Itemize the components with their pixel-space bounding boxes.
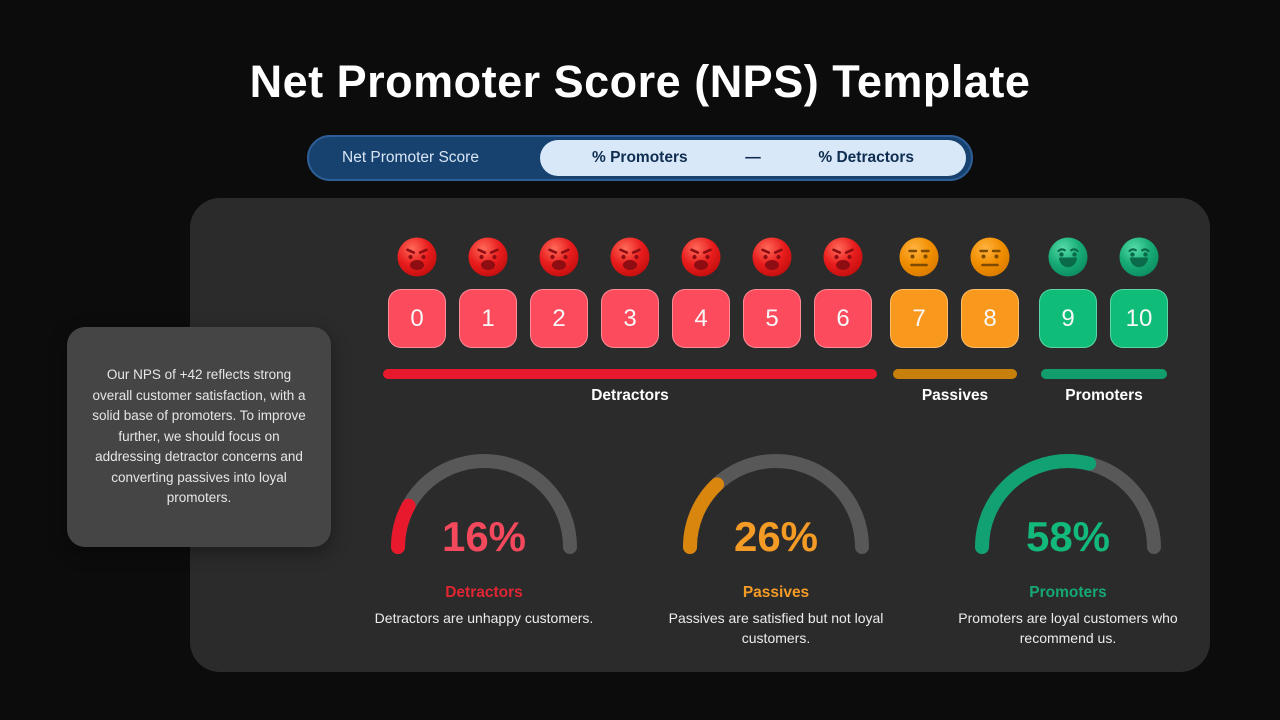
passives-gauge: 26% Passives Passives are satisfied but … — [669, 452, 883, 662]
gauge-value: 26% — [733, 513, 819, 560]
neutral-face-icon — [970, 237, 1010, 277]
angry-face-icon — [823, 237, 863, 277]
gauge-label: Detractors — [445, 584, 523, 601]
neutral-face-icon — [899, 237, 939, 277]
gauge-arc — [391, 454, 577, 554]
gauge-label: Promoters — [1029, 584, 1107, 601]
gauge-description: Promoters are loyal customers who recomm… — [958, 610, 1178, 646]
gauge-value: 16% — [441, 513, 527, 560]
score-box-5[interactable]: 5 — [743, 289, 801, 348]
gauge-arc — [683, 454, 869, 554]
nps-insight-text: Our NPS of +42 reflects strong overall c… — [92, 367, 306, 506]
gauge-value: 58% — [1025, 513, 1111, 560]
gauge-description: Passives are satisfied but not loyal cus… — [668, 610, 884, 646]
formula-detractors: % Detractors — [818, 149, 914, 166]
score-box-4[interactable]: 4 — [672, 289, 730, 348]
promoters-range-label: Promoters — [1065, 387, 1143, 404]
minus-sign: — — [745, 149, 761, 166]
nps-panel — [190, 198, 1210, 672]
score-box-2[interactable]: 2 — [530, 289, 588, 348]
angry-face-icon — [539, 237, 579, 277]
promoters-range-bar — [1041, 369, 1167, 379]
angry-face-icon — [681, 237, 721, 277]
promoters-gauge: 58% Promoters Promoters are loyal custom… — [958, 452, 1178, 662]
formula-pill: % Promoters — % Detractors — [540, 140, 966, 176]
detractors-range-bar — [383, 369, 877, 379]
formula-label: Net Promoter Score — [342, 149, 479, 166]
gauge-description: Detractors are unhappy customers. — [374, 610, 594, 626]
happy-face-icon — [1119, 237, 1159, 277]
gauge-label: Passives — [742, 584, 810, 601]
angry-face-icon — [397, 237, 437, 277]
score-box-1[interactable]: 1 — [459, 289, 517, 348]
formula-promoters: % Promoters — [592, 149, 688, 166]
score-box-8[interactable]: 8 — [961, 289, 1019, 348]
passives-range-bar — [893, 369, 1017, 379]
nps-formula-bar: Net Promoter Score % Promoters — % Detra… — [307, 135, 973, 181]
score-box-10[interactable]: 10 — [1110, 289, 1168, 348]
angry-face-icon — [468, 237, 508, 277]
angry-face-icon — [752, 237, 792, 277]
score-box-0[interactable]: 0 — [388, 289, 446, 348]
page-title: Net Promoter Score (NPS) Template — [249, 56, 1031, 107]
score-box-6[interactable]: 6 — [814, 289, 872, 348]
gauge-arc — [975, 454, 1161, 554]
score-box-9[interactable]: 9 — [1039, 289, 1097, 348]
happy-face-icon — [1048, 237, 1088, 277]
nps-insight-note: Our NPS of +42 reflects strong overall c… — [67, 327, 331, 547]
detractors-gauge: 16% Detractors Detractors are unhappy cu… — [375, 452, 593, 662]
detractors-range-label: Detractors — [591, 387, 669, 404]
score-box-7[interactable]: 7 — [890, 289, 948, 348]
passives-range-label: Passives — [921, 387, 989, 404]
score-box-3[interactable]: 3 — [601, 289, 659, 348]
angry-face-icon — [610, 237, 650, 277]
